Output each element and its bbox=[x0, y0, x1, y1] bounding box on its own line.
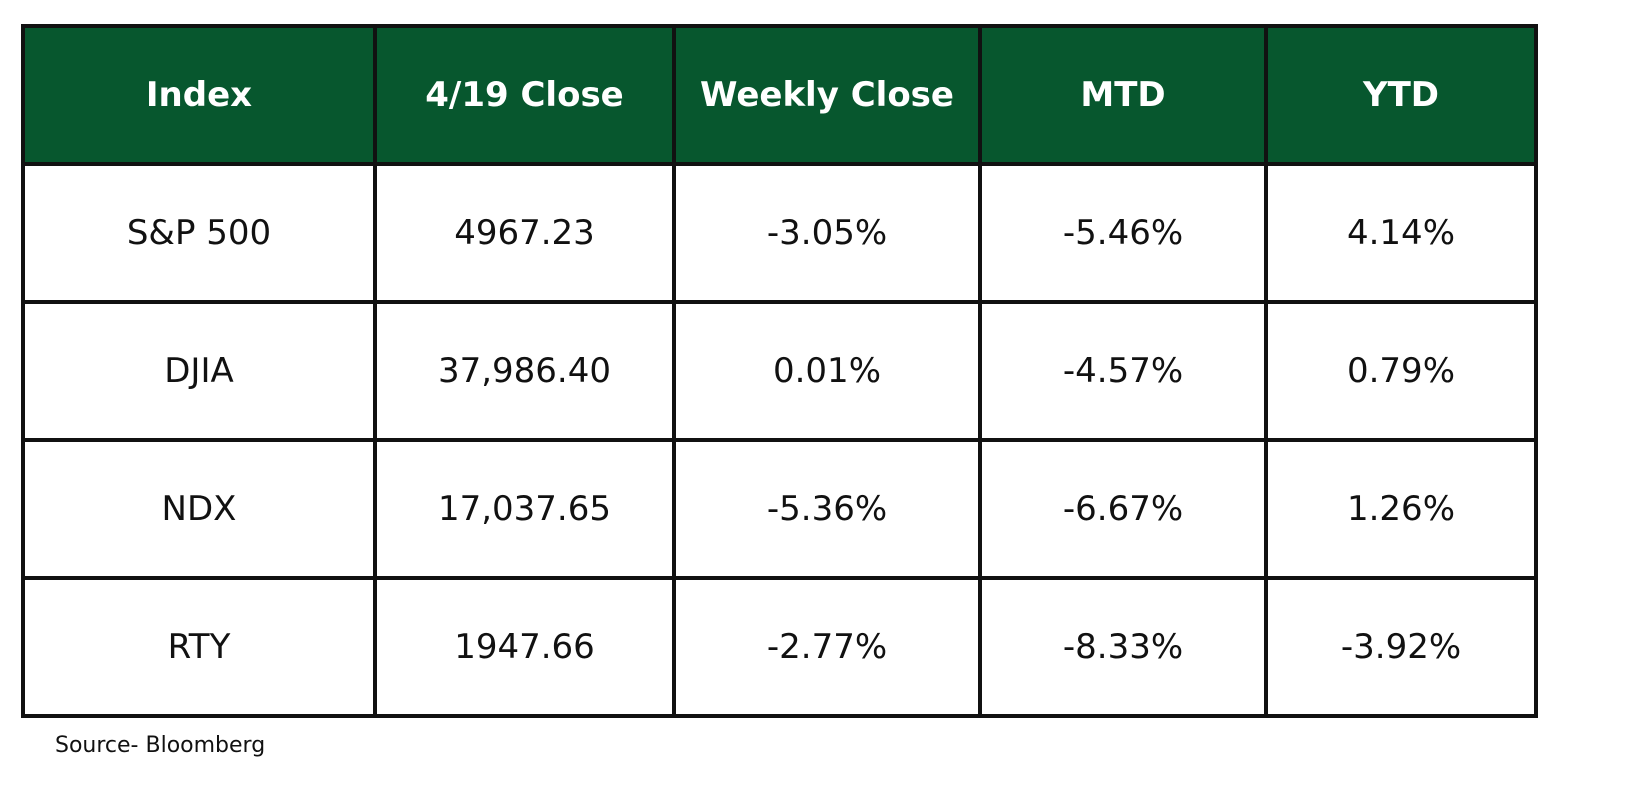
cell-ytd: -3.92% bbox=[1264, 576, 1538, 718]
column-header-close: 4/19 Close bbox=[373, 24, 676, 166]
cell-close: 4967.23 bbox=[373, 162, 676, 304]
cell-weekly-close: -2.77% bbox=[672, 576, 982, 718]
source-note: Source- Bloomberg bbox=[55, 733, 266, 758]
cell-ytd: 4.14% bbox=[1264, 162, 1538, 304]
cell-weekly-close: 0.01% bbox=[672, 300, 982, 442]
table-row: RTY 1947.66 -2.77% -8.33% -3.92% bbox=[21, 576, 1538, 718]
cell-mtd: -8.33% bbox=[978, 576, 1268, 718]
cell-weekly-close: -5.36% bbox=[672, 438, 982, 580]
table-row: S&P 500 4967.23 -3.05% -5.46% 4.14% bbox=[21, 162, 1538, 304]
cell-close: 37,986.40 bbox=[373, 300, 676, 442]
cell-index-name: DJIA bbox=[21, 300, 377, 442]
column-header-weekly-close: Weekly Close bbox=[672, 24, 982, 166]
cell-close: 17,037.65 bbox=[373, 438, 676, 580]
column-header-ytd: YTD bbox=[1264, 24, 1538, 166]
cell-ytd: 0.79% bbox=[1264, 300, 1538, 442]
index-performance-table: Index 4/19 Close Weekly Close MTD YTD S&… bbox=[21, 24, 1538, 718]
table-row: NDX 17,037.65 -5.36% -6.67% 1.26% bbox=[21, 438, 1538, 580]
table-body: S&P 500 4967.23 -3.05% -5.46% 4.14% DJIA… bbox=[21, 162, 1538, 718]
cell-mtd: -4.57% bbox=[978, 300, 1268, 442]
cell-weekly-close: -3.05% bbox=[672, 162, 982, 304]
cell-index-name: RTY bbox=[21, 576, 377, 718]
cell-mtd: -6.67% bbox=[978, 438, 1268, 580]
cell-ytd: 1.26% bbox=[1264, 438, 1538, 580]
cell-index-name: NDX bbox=[21, 438, 377, 580]
table-header: Index 4/19 Close Weekly Close MTD YTD bbox=[21, 24, 1538, 166]
cell-mtd: -5.46% bbox=[978, 162, 1268, 304]
index-performance-table-container: Index 4/19 Close Weekly Close MTD YTD S&… bbox=[21, 24, 1538, 718]
column-header-mtd: MTD bbox=[978, 24, 1268, 166]
table-row: DJIA 37,986.40 0.01% -4.57% 0.79% bbox=[21, 300, 1538, 442]
cell-close: 1947.66 bbox=[373, 576, 676, 718]
column-header-index: Index bbox=[21, 24, 377, 166]
header-row: Index 4/19 Close Weekly Close MTD YTD bbox=[21, 24, 1538, 166]
cell-index-name: S&P 500 bbox=[21, 162, 377, 304]
